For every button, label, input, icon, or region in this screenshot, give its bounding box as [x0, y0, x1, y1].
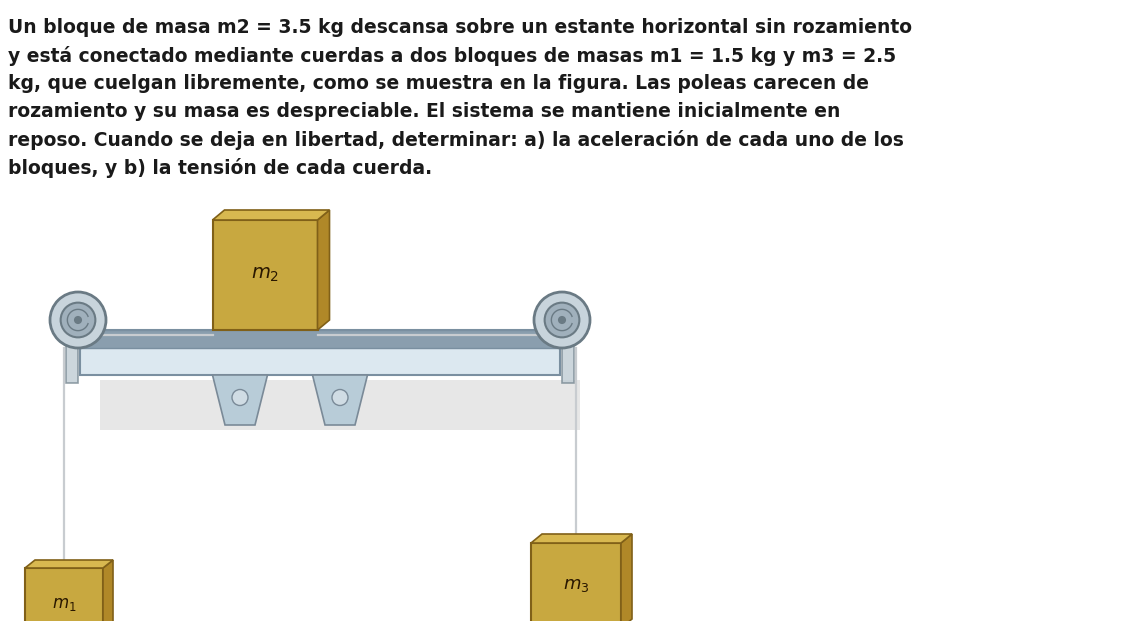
Polygon shape: [25, 560, 113, 568]
Polygon shape: [313, 375, 368, 425]
Text: rozamiento y su masa es despreciable. El sistema se mantiene inicialmente en: rozamiento y su masa es despreciable. El…: [8, 102, 840, 121]
Text: y está conectado mediante cuerdas a dos bloques de masas m1 = 1.5 kg y m3 = 2.5: y está conectado mediante cuerdas a dos …: [8, 46, 897, 66]
Text: Un bloque de masa m2 = 3.5 kg descansa sobre un estante horizontal sin rozamient: Un bloque de masa m2 = 3.5 kg descansa s…: [8, 18, 912, 37]
Circle shape: [332, 389, 348, 406]
Polygon shape: [104, 560, 112, 621]
Bar: [562, 315, 574, 383]
Circle shape: [232, 389, 248, 406]
Text: reposo. Cuando se deja en libertad, determinar: a) la aceleración de cada uno de: reposo. Cuando se deja en libertad, dete…: [8, 130, 903, 150]
Polygon shape: [621, 534, 632, 621]
Bar: [80, 330, 560, 348]
Circle shape: [544, 302, 579, 337]
Bar: [531, 543, 621, 621]
Polygon shape: [531, 534, 632, 543]
Polygon shape: [317, 210, 330, 330]
Text: bloques, y b) la tensión de cada cuerda.: bloques, y b) la tensión de cada cuerda.: [8, 158, 432, 178]
Circle shape: [50, 292, 106, 348]
Polygon shape: [213, 210, 330, 220]
Circle shape: [61, 302, 96, 337]
Bar: [213, 220, 317, 330]
Circle shape: [74, 317, 81, 324]
Circle shape: [559, 317, 566, 324]
Text: kg, que cuelgan libremente, como se muestra en la figura. Las poleas carecen de: kg, que cuelgan libremente, como se mues…: [8, 74, 868, 93]
Circle shape: [534, 292, 590, 348]
Polygon shape: [100, 380, 580, 430]
Polygon shape: [213, 375, 268, 425]
Bar: [66, 315, 78, 383]
Text: $m_1$: $m_1$: [52, 595, 76, 613]
Bar: [25, 568, 104, 621]
Text: $m_3$: $m_3$: [562, 576, 590, 594]
Bar: [80, 330, 560, 375]
Text: $m_2$: $m_2$: [251, 266, 279, 284]
